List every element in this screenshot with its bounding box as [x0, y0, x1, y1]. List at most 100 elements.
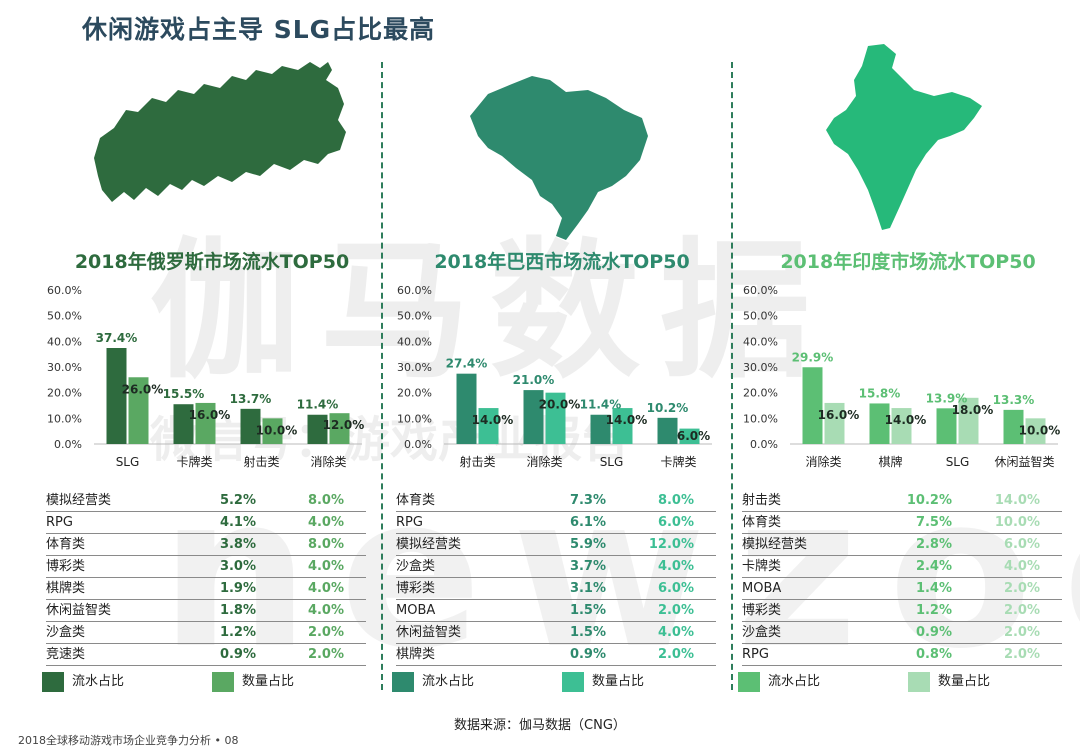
category-label: SLG: [946, 455, 970, 469]
genre-name: 体育类: [396, 493, 436, 508]
table-row: 模拟经营类 2.8% 6.0%: [742, 534, 1062, 556]
category-label: 棋牌: [878, 455, 902, 469]
data-label-count: 26.0%: [122, 382, 164, 396]
genre-name: MOBA: [742, 581, 782, 596]
genre-table: 模拟经营类 5.2% 8.0% RPG 4.1% 4.0% 体育类 3.8% 8.0% 博彩类 3.…: [46, 490, 366, 666]
revenue-share: 7.3%: [569, 493, 606, 508]
legend-swatch-count: [908, 672, 930, 692]
bar-chart: 0.0% 10.0% 20.0% 30.0% 40.0% 50.0% 60.0% 27.4% 1…: [392, 278, 732, 478]
bar-count: [958, 397, 979, 444]
count-share: 4.0%: [657, 559, 694, 574]
revenue-share: 6.1%: [569, 515, 606, 530]
revenue-share: 10.2%: [906, 493, 952, 508]
legend-label-revenue: 流水占比: [768, 674, 821, 689]
revenue-share: 1.2%: [915, 603, 952, 618]
count-share: 14.0%: [994, 493, 1040, 508]
genre-name: 博彩类: [46, 559, 86, 574]
data-label-revenue: 10.2%: [647, 401, 689, 415]
table-row: 竞速类 0.9% 2.0%: [46, 644, 366, 666]
revenue-share: 1.5%: [569, 625, 606, 640]
legend-label-count: 数量占比: [938, 674, 991, 689]
genre-name: 体育类: [46, 537, 86, 552]
count-share: 4.0%: [657, 625, 694, 640]
bar-revenue: [1003, 409, 1024, 444]
table-row: 模拟经营类 5.9% 12.0%: [396, 534, 716, 556]
brazil-map-image: [392, 40, 732, 240]
genre-name: RPG: [396, 515, 423, 530]
revenue-share: 3.1%: [569, 581, 606, 596]
y-tick-label: 10.0%: [47, 412, 82, 425]
count-share: 2.0%: [1003, 581, 1040, 596]
data-label-count: 6.0%: [677, 429, 710, 443]
data-label-count: 14.0%: [885, 413, 927, 427]
chart-title: 2018年巴西市场流水TOP50: [434, 251, 690, 273]
revenue-share: 0.9%: [219, 647, 256, 662]
bar-count: [545, 392, 566, 444]
table-row: MOBA 1.5% 2.0%: [396, 600, 716, 622]
data-label-revenue: 11.4%: [297, 398, 339, 412]
table-row: 休闲益智类 1.5% 4.0%: [396, 622, 716, 644]
bar-revenue: [802, 367, 823, 444]
brazil-map-icon: [470, 76, 648, 240]
category-label: 休闲益智类: [994, 454, 1054, 469]
y-tick-label: 30.0%: [743, 361, 778, 374]
genre-name: 休闲益智类: [396, 625, 462, 640]
y-tick-label: 20.0%: [397, 387, 432, 400]
bar-count: [329, 413, 350, 444]
legend: 流水占比 数量占比: [738, 672, 1058, 696]
legend: 流水占比 数量占比: [392, 672, 712, 696]
revenue-share: 1.5%: [569, 603, 606, 618]
y-tick-label: 50.0%: [397, 310, 432, 323]
y-tick-label: 0.0%: [54, 438, 82, 451]
table-row: 卡牌类 2.4% 4.0%: [742, 556, 1062, 578]
panel-divider: [381, 62, 383, 690]
russia-map-icon: [94, 62, 346, 202]
table-row: 棋牌类 0.9% 2.0%: [396, 644, 716, 666]
revenue-share: 5.2%: [219, 493, 256, 508]
y-tick-label: 60.0%: [397, 284, 432, 297]
bar-chart-svg: 0.0% 10.0% 20.0% 30.0% 40.0% 50.0% 60.0% 29.9% 1…: [743, 284, 1060, 469]
count-share: 6.0%: [657, 581, 694, 596]
revenue-share: 1.9%: [219, 581, 256, 596]
data-label-revenue: 15.8%: [859, 386, 901, 400]
revenue-share: 2.4%: [915, 559, 952, 574]
bar-revenue: [590, 414, 611, 444]
bar-chart: 0.0% 10.0% 20.0% 30.0% 40.0% 50.0% 60.0% 29.9% 1…: [738, 278, 1078, 478]
revenue-share: 3.0%: [219, 559, 256, 574]
table-row: 休闲益智类 1.8% 4.0%: [46, 600, 366, 622]
genre-name: RPG: [46, 515, 73, 530]
bar-count: [679, 428, 700, 444]
genre-name: 模拟经营类: [742, 537, 808, 552]
genre-name: 沙盒类: [742, 625, 782, 640]
y-tick-label: 10.0%: [397, 412, 432, 425]
revenue-share: 4.1%: [219, 515, 256, 530]
revenue-share: 1.4%: [915, 581, 952, 596]
genre-name: 射击类: [742, 493, 782, 508]
legend-swatch-revenue: [738, 672, 760, 692]
count-share: 6.0%: [1003, 537, 1040, 552]
y-tick-label: 40.0%: [47, 335, 82, 348]
genre-name: 模拟经营类: [46, 493, 112, 508]
bar-count: [262, 418, 283, 444]
count-share: 4.0%: [307, 603, 344, 618]
bar-revenue: [523, 390, 544, 444]
count-share: 2.0%: [1003, 603, 1040, 618]
genre-table: 射击类 10.2% 14.0% 体育类 7.5% 10.0% 模拟经营类 2.8% 6.0% 卡牌…: [742, 490, 1062, 666]
table-row: MOBA 1.4% 2.0%: [742, 578, 1062, 600]
table-row: 射击类 10.2% 14.0%: [742, 490, 1062, 512]
data-label-revenue: 13.3%: [993, 393, 1035, 407]
table-row: 博彩类 3.1% 6.0%: [396, 578, 716, 600]
genre-name: 博彩类: [396, 581, 436, 596]
genre-name: 休闲益智类: [46, 603, 112, 618]
data-label-revenue: 37.4%: [96, 331, 138, 345]
y-tick-label: 60.0%: [743, 284, 778, 297]
data-label-count: 16.0%: [189, 408, 231, 422]
data-label-revenue: 13.9%: [926, 391, 968, 405]
genre-name: 模拟经营类: [396, 537, 462, 552]
revenue-share: 1.8%: [219, 603, 256, 618]
category-label: 卡牌类: [176, 455, 212, 469]
india-map-shape: [826, 44, 982, 230]
count-share: 8.0%: [307, 537, 344, 552]
count-share: 6.0%: [657, 515, 694, 530]
count-share: 8.0%: [657, 493, 694, 508]
